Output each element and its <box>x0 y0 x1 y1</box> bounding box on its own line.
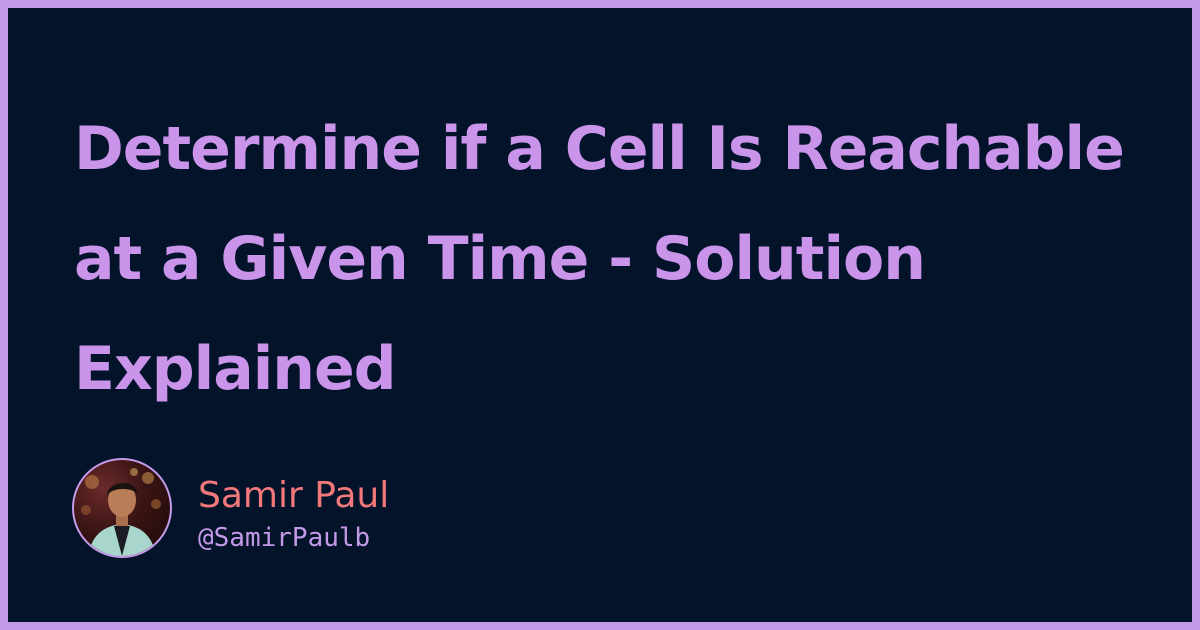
article-title: Determine if a Cell Is Reachable at a Gi… <box>74 114 1125 404</box>
author-avatar <box>72 458 172 558</box>
profile-photo-icon <box>81 468 161 556</box>
author-handle: @SamirPaulb <box>198 523 371 553</box>
social-card: Determine if a Cell Is Reachable at a Gi… <box>8 8 1192 622</box>
author-name: Samir Paul <box>198 475 390 516</box>
author-block: Samir Paul @SamirPaulb <box>72 458 672 558</box>
